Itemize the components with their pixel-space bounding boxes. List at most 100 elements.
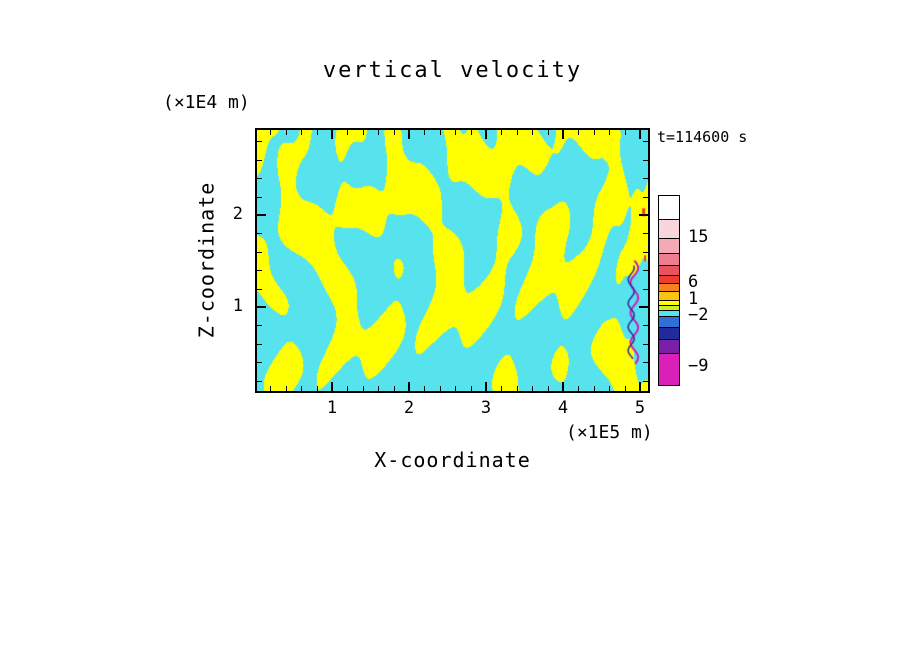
x-tick	[317, 130, 318, 135]
x-tick-label: 5	[634, 398, 646, 418]
x-tick	[455, 130, 456, 135]
x-tick	[532, 386, 533, 391]
x-tick-label: 1	[326, 398, 338, 418]
x-tick	[471, 386, 472, 391]
y-tick	[257, 344, 262, 345]
x-tick	[378, 130, 379, 135]
timestamp-label: t=114600 s	[657, 128, 748, 146]
y-tick	[257, 325, 262, 326]
x-tick	[408, 130, 410, 139]
x-tick	[455, 386, 456, 391]
x-tick	[270, 386, 271, 391]
x-tick	[485, 382, 487, 391]
y-tick	[643, 233, 648, 234]
colorbar-segment	[658, 353, 680, 386]
y-tick	[643, 160, 648, 161]
x-tick	[424, 386, 425, 391]
x-tick	[301, 130, 302, 135]
x-tick	[532, 130, 533, 135]
x-tick-label: 2	[403, 398, 415, 418]
y-axis-unit-label: (×1E4 m)	[163, 92, 250, 113]
colorbar-tick-label: 15	[688, 227, 709, 247]
y-tick	[257, 252, 262, 253]
x-tick	[609, 130, 610, 135]
x-tick	[440, 130, 441, 135]
x-axis-unit-label: (×1E5 m)	[566, 422, 653, 443]
y-tick-label: 2	[232, 204, 243, 224]
x-tick	[609, 386, 610, 391]
x-tick	[485, 130, 487, 139]
y-tick	[257, 270, 262, 271]
x-tick	[548, 130, 549, 135]
y-tick	[257, 178, 262, 179]
x-tick	[517, 386, 518, 391]
y-tick	[643, 325, 648, 326]
x-tick	[625, 386, 626, 391]
y-tick	[257, 233, 262, 234]
x-tick	[394, 130, 395, 135]
x-tick	[548, 386, 549, 391]
x-tick	[331, 382, 333, 391]
x-tick-label: 4	[557, 398, 569, 418]
x-tick	[440, 386, 441, 391]
x-tick	[424, 130, 425, 135]
y-axis-title: Z-coordinate	[194, 181, 219, 339]
x-tick	[286, 130, 287, 135]
y-tick	[639, 214, 648, 216]
y-tick	[257, 197, 262, 198]
x-tick	[517, 130, 518, 135]
x-tick	[578, 386, 579, 391]
y-tick	[257, 214, 266, 216]
colorbar-tick-label: −9	[688, 356, 709, 376]
x-tick	[394, 386, 395, 391]
colorbar-tick-label: 1	[688, 289, 699, 309]
x-tick	[501, 130, 502, 135]
x-tick	[594, 130, 595, 135]
x-tick	[501, 386, 502, 391]
x-tick	[625, 130, 626, 135]
x-tick	[331, 130, 333, 139]
x-tick	[594, 386, 595, 391]
y-tick	[257, 381, 262, 382]
x-tick	[347, 386, 348, 391]
velocity-field-canvas	[257, 130, 648, 391]
y-tick	[643, 252, 648, 253]
y-tick	[257, 160, 262, 161]
colorbar-tick-label: 6	[688, 272, 699, 292]
x-tick	[639, 382, 641, 391]
chart-title: vertical velocity	[322, 58, 583, 83]
x-tick	[270, 130, 271, 135]
y-tick	[643, 344, 648, 345]
colorbar-segment	[658, 339, 680, 354]
x-tick	[562, 382, 564, 391]
x-tick	[408, 382, 410, 391]
x-tick	[286, 386, 287, 391]
x-tick	[301, 386, 302, 391]
y-tick	[643, 289, 648, 290]
y-tick	[643, 141, 648, 142]
y-tick	[257, 141, 262, 142]
y-tick	[643, 178, 648, 179]
colorbar-tick-label: −2	[688, 305, 709, 325]
plot-area	[255, 128, 650, 393]
x-tick	[347, 130, 348, 135]
colorbar	[658, 195, 680, 386]
x-tick	[363, 130, 364, 135]
y-tick	[257, 289, 262, 290]
x-tick	[378, 386, 379, 391]
x-tick	[562, 130, 564, 139]
y-tick	[257, 362, 262, 363]
y-tick	[643, 270, 648, 271]
x-tick	[317, 386, 318, 391]
x-tick-label: 3	[480, 398, 492, 418]
x-axis-title: X-coordinate	[374, 448, 531, 472]
y-tick	[257, 306, 266, 308]
colorbar-segment	[658, 195, 680, 220]
y-tick-label: 1	[232, 296, 243, 316]
x-tick	[363, 386, 364, 391]
y-tick	[643, 381, 648, 382]
x-tick	[471, 130, 472, 135]
x-tick	[578, 130, 579, 135]
x-tick	[639, 130, 641, 139]
